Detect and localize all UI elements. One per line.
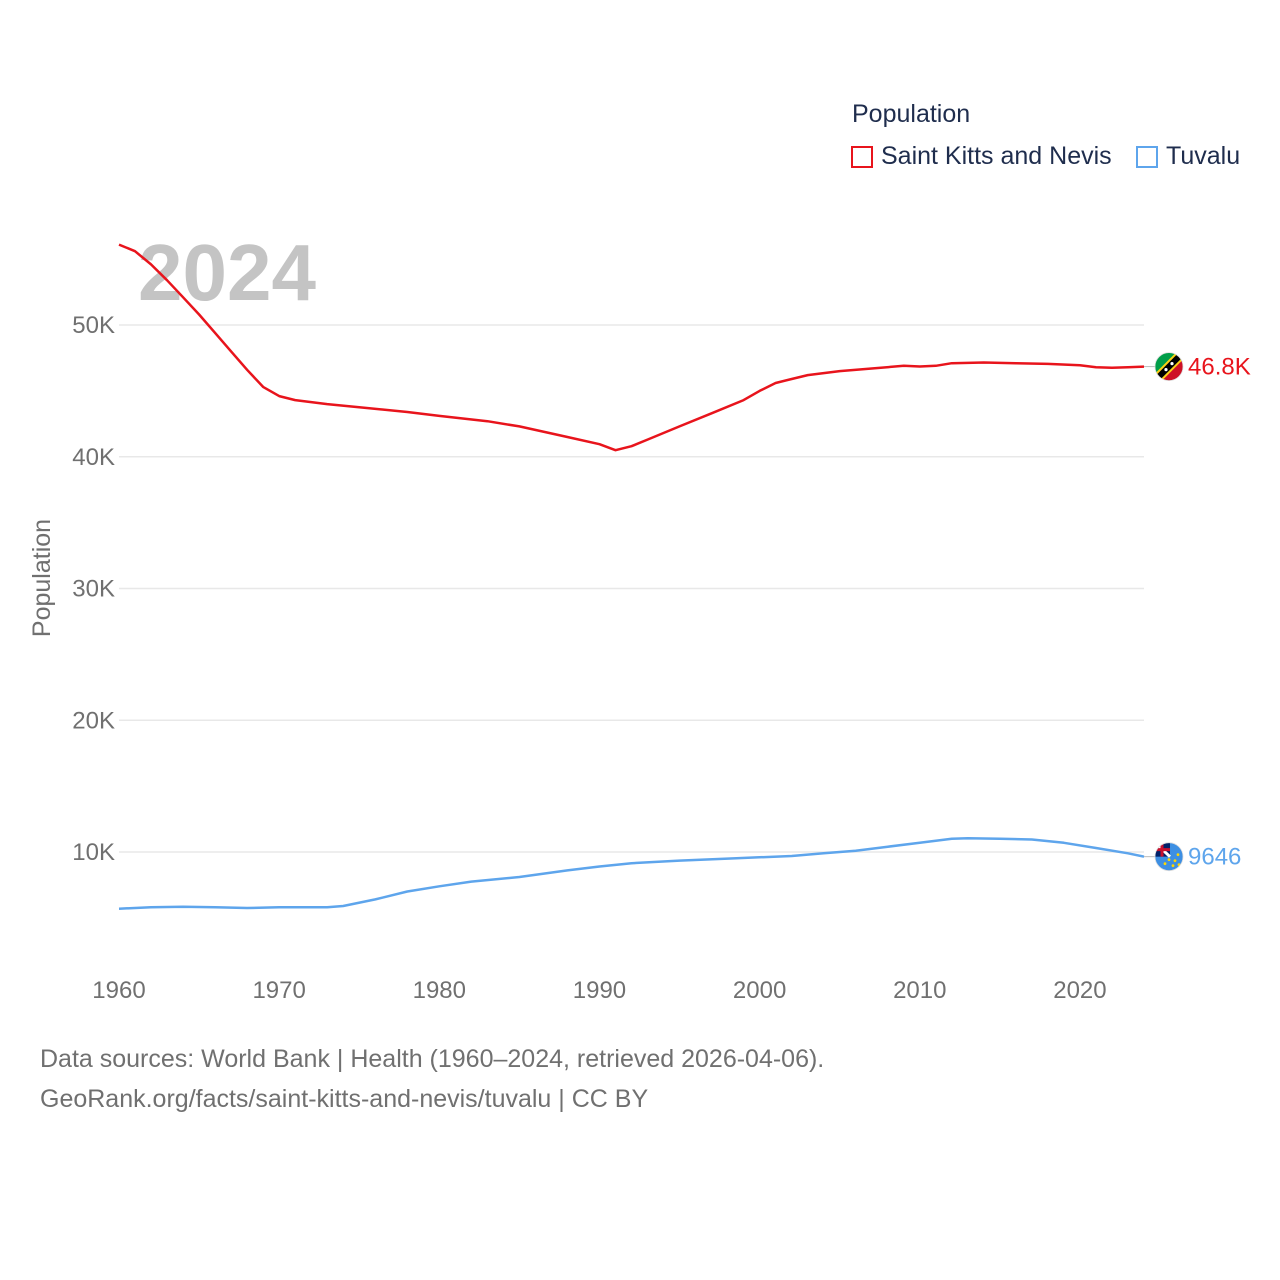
legend-label-saint-kitts-and-nevis: Saint Kitts and Nevis — [881, 142, 1112, 170]
legend-title: Population — [852, 100, 971, 128]
saint-kitts-and-nevis-flag-icon — [1154, 352, 1184, 381]
footer-attribution-link[interactable]: GeoRank.org/facts/saint-kitts-and-nevis/… — [40, 1085, 649, 1113]
footer-data-sources: Data sources: World Bank | Health (1960–… — [40, 1045, 825, 1073]
legend-swatch-tuvalu — [1136, 145, 1158, 168]
series-line-saint-kitts-and-nevis[interactable] — [118, 243, 1145, 452]
tuvalu-flag-icon — [1154, 842, 1184, 872]
legend-label-tuvalu: Tuvalu — [1166, 142, 1241, 170]
y-tick-label: 30K — [72, 576, 115, 603]
y-axis-title: Population — [28, 519, 56, 637]
x-tick-label: 2020 — [1053, 977, 1106, 1004]
x-tick-label: 1970 — [252, 977, 305, 1004]
y-tick-label: 20K — [72, 707, 115, 734]
end-value-label-saint-kitts-and-nevis: 46.8K — [1188, 354, 1251, 381]
x-tick-label: 1990 — [573, 977, 626, 1004]
population-line-chart: 10K 20K 30K 40K 50K 1960 1970 1980 1990 2000 2010… — [28, 228, 1251, 1004]
legend-swatch-saint-kitts-and-nevis — [851, 145, 873, 168]
end-value-label-tuvalu: 9646 — [1188, 844, 1241, 871]
legend-item-saint-kitts-and-nevis[interactable]: Saint Kitts and Nevis — [851, 142, 1112, 171]
x-tick-label: 2000 — [733, 977, 786, 1004]
y-tick-label: 50K — [72, 312, 115, 339]
year-label: 2024 — [138, 228, 316, 317]
y-tick-label: 10K — [72, 839, 115, 866]
x-tick-label: 1980 — [413, 977, 466, 1004]
series-line-tuvalu[interactable] — [118, 836, 1145, 910]
legend-item-tuvalu[interactable]: Tuvalu — [1136, 142, 1240, 171]
x-tick-label: 1960 — [92, 977, 145, 1004]
y-tick-label: 40K — [72, 444, 115, 471]
x-tick-label: 2010 — [893, 977, 946, 1004]
